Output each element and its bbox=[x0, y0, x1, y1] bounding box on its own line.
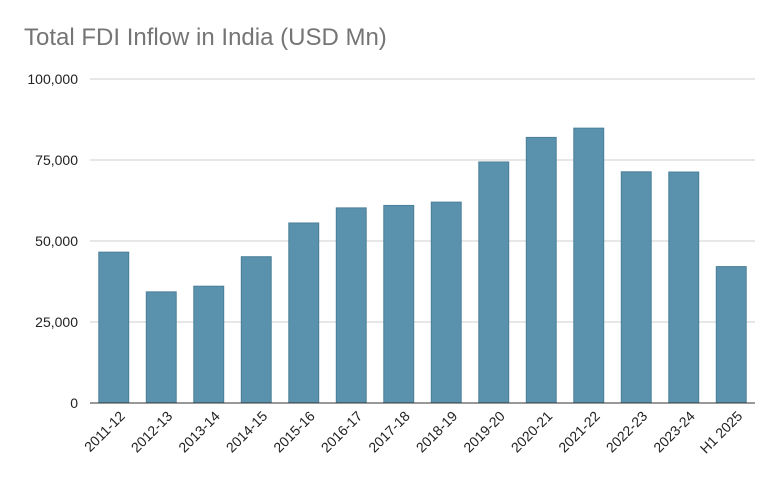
x-tick-label: 2018-19 bbox=[413, 408, 461, 456]
bar-2012-13 bbox=[145, 291, 177, 404]
bar-2019-20 bbox=[478, 161, 510, 404]
bar-2018-19 bbox=[430, 201, 462, 404]
x-tick-label: 2016-17 bbox=[318, 408, 366, 456]
y-tick-label: 0 bbox=[70, 395, 78, 411]
chart-title: Total FDI Inflow in India (USD Mn) bbox=[24, 24, 387, 51]
bar-2013-14 bbox=[193, 285, 225, 404]
bar-2022-23 bbox=[620, 171, 652, 404]
x-tick-label: 2021-22 bbox=[555, 408, 603, 456]
bar-2016-17 bbox=[335, 207, 367, 404]
x-tick-label: 2019-20 bbox=[460, 408, 508, 456]
x-tick-label: 2017-18 bbox=[365, 408, 413, 456]
y-tick-label: 25,000 bbox=[35, 314, 78, 330]
x-tick-label: 2013-14 bbox=[175, 408, 223, 456]
x-tick-label: H1 2025 bbox=[697, 408, 746, 457]
bar-2015-16 bbox=[288, 222, 320, 404]
bar-h1-2025 bbox=[715, 266, 747, 404]
x-tick-label: 2011-12 bbox=[81, 408, 128, 455]
bar-2021-22 bbox=[573, 127, 605, 404]
x-tick-label: 2014-15 bbox=[223, 408, 271, 456]
y-tick-label: 100,000 bbox=[27, 71, 78, 87]
bar-2017-18 bbox=[383, 204, 415, 404]
bar-2020-21 bbox=[525, 136, 557, 404]
x-tick-label: 2023-24 bbox=[650, 408, 698, 456]
x-tick-label: 2015-16 bbox=[270, 408, 318, 456]
bar-2011-12 bbox=[98, 251, 130, 404]
y-tick-label: 50,000 bbox=[35, 233, 78, 249]
bar-2014-15 bbox=[240, 256, 272, 404]
bar-2023-24 bbox=[668, 171, 700, 404]
x-tick-label: 2022-23 bbox=[603, 408, 651, 456]
x-tick-label: 2012-13 bbox=[128, 408, 176, 456]
x-tick-label: 2020-21 bbox=[508, 408, 556, 456]
y-tick-label: 75,000 bbox=[35, 152, 78, 168]
